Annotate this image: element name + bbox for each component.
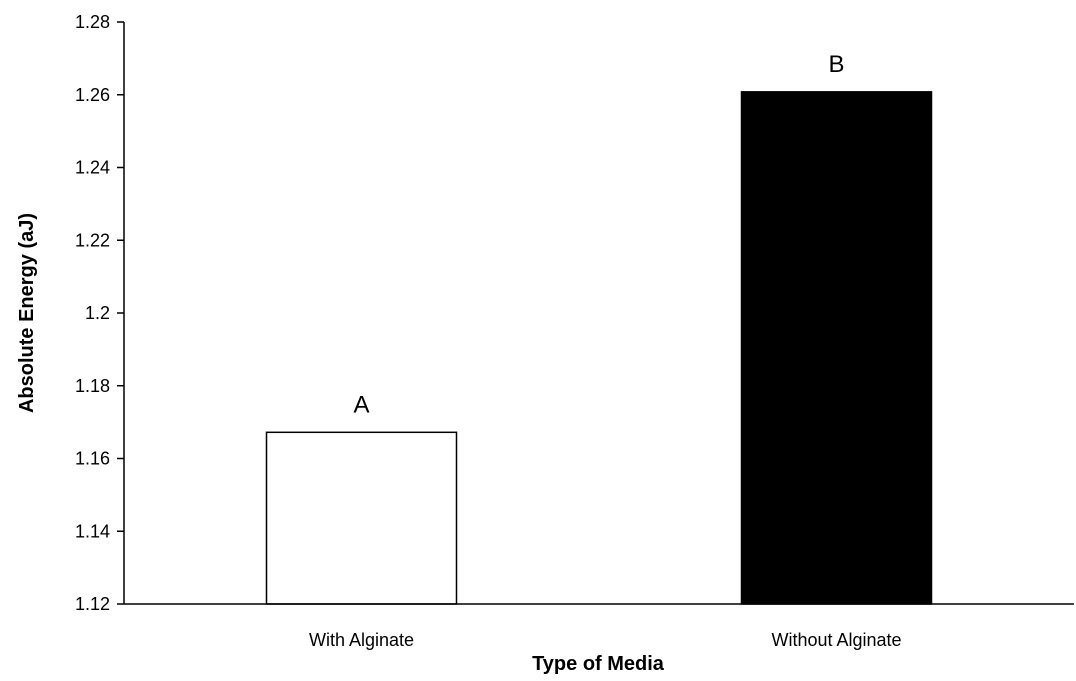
bar-significance-labels: AB	[353, 51, 844, 418]
bar-letter-label: B	[828, 51, 844, 78]
y-tick-label: 1.16	[75, 449, 110, 469]
y-tick-label: 1.12	[75, 594, 110, 614]
bar-letter-label: A	[353, 391, 369, 418]
y-tick-label: 1.24	[75, 158, 110, 178]
y-tick-label: 1.18	[75, 376, 110, 396]
y-tick-label: 1.28	[75, 12, 110, 32]
x-axis-category-labels: With Alginate Without Alginate	[309, 630, 902, 650]
y-axis-ticks: 1.12 1.14 1.16 1.18 1.2 1.22 1.24 1.26 1.28	[75, 12, 124, 614]
x-category-label: Without Alginate	[771, 630, 901, 650]
bar-with-alginate	[265, 431, 458, 605]
y-tick-label: 1.26	[75, 85, 110, 105]
bar-without-alginate	[740, 91, 933, 605]
x-category-label: With Alginate	[309, 630, 414, 650]
y-axis-title: Absolute Energy (aJ)	[16, 213, 38, 413]
y-tick-label: 1.2	[85, 303, 110, 323]
y-tick-label: 1.14	[75, 521, 110, 541]
x-axis-title: Type of Media	[532, 653, 665, 675]
y-tick-label: 1.22	[75, 230, 110, 250]
bars	[265, 91, 933, 605]
